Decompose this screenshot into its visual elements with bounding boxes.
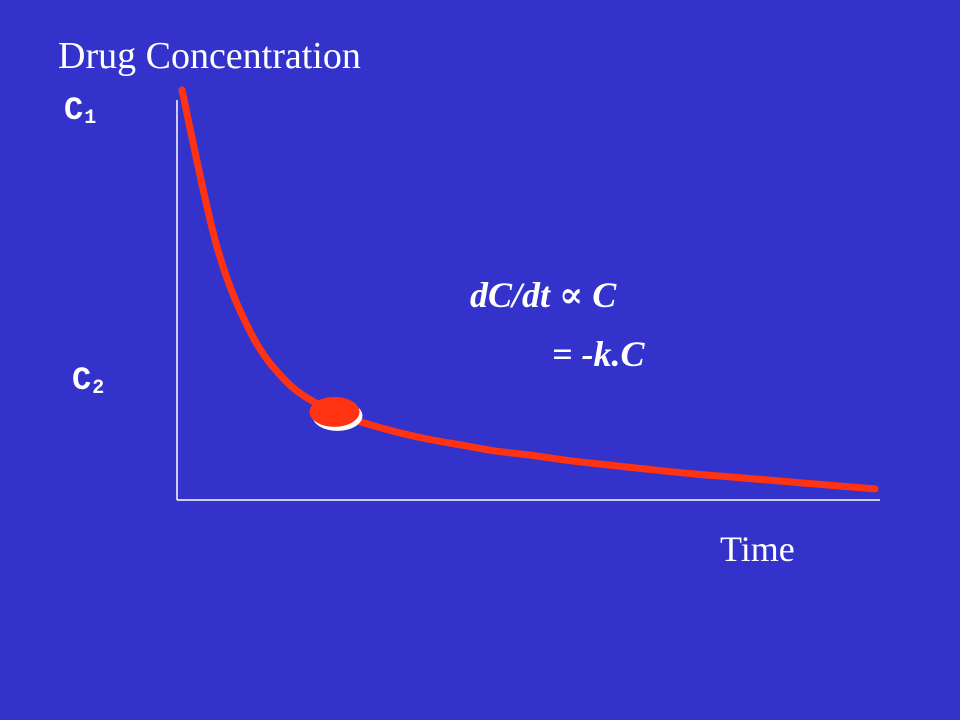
rate-constant-equation: = -k.C <box>552 334 645 374</box>
y-axis-label: Drug Concentration <box>58 35 361 77</box>
y-tick-c2-base: C <box>72 362 92 399</box>
decay-curve-series-0 <box>178 86 879 493</box>
x-axis-label: Time <box>720 529 795 569</box>
rate-proportional-equation: dC/dt ∝ C <box>470 275 617 315</box>
y-tick-c1: C1 <box>64 92 96 130</box>
y-tick-c2-subscript: 2 <box>92 377 105 400</box>
y-tick-c2: C2 <box>72 362 104 400</box>
highlight-point-marker <box>309 396 360 427</box>
y-tick-c1-subscript: 1 <box>84 107 97 130</box>
y-tick-c1-base: C <box>64 92 84 129</box>
